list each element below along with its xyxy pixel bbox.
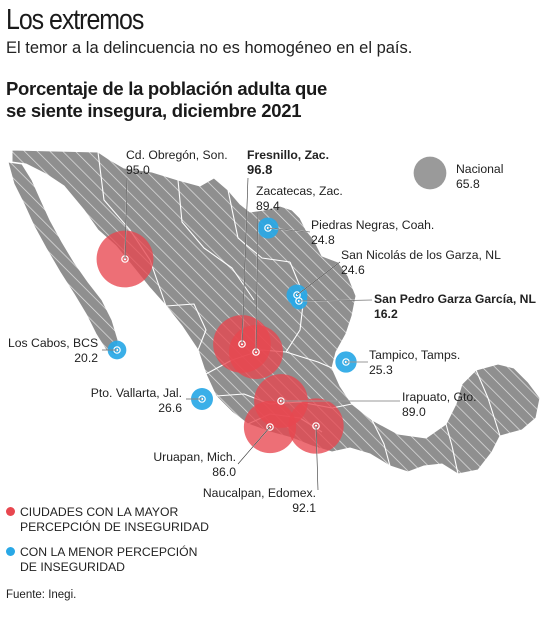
city-name: Fresnillo, Zac.: [247, 148, 329, 162]
city-value: 16.2: [374, 306, 398, 321]
city-label-zacatecas: Zacatecas, Zac. 89.4: [256, 184, 343, 213]
legend-low-line-2: DE INSEGURIDAD: [20, 559, 125, 574]
city-value: 86.0: [212, 464, 236, 479]
city-name: Naucalpan, Edomex.: [202, 486, 316, 500]
national-label: Nacional 65.8: [456, 162, 503, 191]
city-value: 96.8: [247, 161, 273, 177]
legend-high-line-2: PERCEPCIÓN DE INSEGURIDAD: [20, 519, 209, 534]
city-name: Uruapan, Mich.: [153, 450, 236, 464]
city-label-tampico: Tampico, Tamps. 25.3: [369, 348, 460, 377]
city-label-piedras-negras: Piedras Negras, Coah. 24.8: [311, 218, 434, 247]
city-name: Tampico, Tamps.: [369, 348, 461, 362]
city-label-uruapan: Uruapan, Mich. 86.0: [130, 450, 236, 479]
chart-title-line-2: se siente insegura, diciembre 2021: [6, 100, 302, 121]
city-label-naucalpan: Naucalpan, Edomex. 92.1: [190, 486, 316, 515]
city-value: 92.1: [292, 500, 316, 515]
city-name: Cd. Obregón, Son.: [126, 148, 228, 162]
leader-line-shadow-sannicolas: [296, 261, 341, 296]
city-label-san-pedro: San Pedro Garza García, NL 16.2: [374, 292, 536, 321]
city-value: 25.3: [369, 362, 393, 377]
city-name: San Nicolás de los Garza, NL: [341, 248, 501, 262]
city-label-san-nicolas: San Nicolás de los Garza, NL 24.6: [341, 248, 501, 277]
legend-low-dot: [6, 547, 15, 556]
page-subtitle: El temor a la delincuencia no es homogén…: [6, 39, 413, 57]
national-value: 65.8: [456, 176, 480, 191]
city-value: 20.2: [74, 350, 98, 365]
city-label-fresnillo: Fresnillo, Zac. 96.8: [247, 148, 329, 177]
national-name: Nacional: [456, 162, 504, 176]
city-name: Piedras Negras, Coah.: [311, 218, 435, 232]
page-title: Los extremos: [6, 4, 144, 36]
leader-line-shadow-obregon: [124, 177, 128, 260]
mainland-mexico: [11, 149, 541, 475]
city-name: Zacatecas, Zac.: [256, 184, 343, 198]
city-value: 26.6: [158, 400, 182, 415]
city-value: 89.0: [402, 404, 426, 419]
city-label-vallarta: Pto. Vallarta, Jal. 26.6: [80, 386, 182, 415]
leader-line-shadow-sanpedro: [298, 299, 373, 302]
leader-line-shadow-uruapan: [237, 426, 271, 465]
city-name: Los Cabos, BCS: [8, 336, 99, 350]
city-label-irapuato: Irapuato, Gto. 89.0: [402, 390, 477, 419]
leader-line-shadow-zacatecas: [255, 211, 259, 353]
city-value: 95.0: [126, 162, 150, 177]
city-name: Pto. Vallarta, Jal.: [90, 386, 182, 400]
chart-title-line-1: Porcentaje de la población adulta que: [6, 78, 327, 99]
city-marker-ring-uruapan: [266, 423, 274, 431]
city-label-los-cabos: Los Cabos, BCS 20.2: [8, 336, 98, 365]
city-name: San Pedro Garza García, NL: [374, 292, 536, 306]
city-value: 24.6: [341, 262, 365, 277]
leader-line-shadow-naucalpan: [315, 425, 319, 491]
leader-line-shadow-fresnillo: [241, 177, 249, 345]
source-note: Fuente: Inegi.: [6, 589, 77, 601]
city-value: 24.8: [311, 232, 335, 247]
city-name: Irapuato, Gto.: [402, 390, 477, 404]
city-label-obregon: Cd. Obregón, Son. 95.0: [126, 148, 228, 177]
leader-line-shadow-piedras: [267, 227, 311, 233]
legend-low-line-1: CON LA MENOR PERCEPCIÓN: [20, 545, 198, 559]
legend-high-line-1: CIUDADES CON LA MAYOR: [20, 505, 179, 519]
legend-high-dot: [6, 507, 15, 516]
city-value: 89.4: [256, 198, 280, 213]
national-bubble: [413, 156, 447, 190]
leader-lines: [102, 177, 400, 491]
chart-title: Porcentaje de la población adulta que se…: [6, 78, 366, 122]
